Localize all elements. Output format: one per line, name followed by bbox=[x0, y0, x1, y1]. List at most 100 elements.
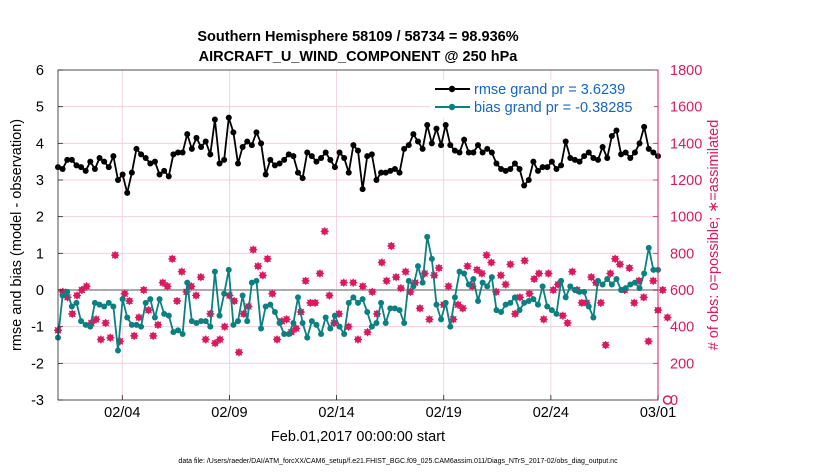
bias-point bbox=[521, 299, 528, 306]
obs-assimilated-marker bbox=[258, 271, 267, 280]
rmse-point bbox=[498, 166, 505, 172]
obs-assimilated-marker bbox=[444, 282, 453, 291]
rmse-point bbox=[650, 149, 657, 156]
bias-point bbox=[207, 323, 214, 330]
bias-point bbox=[470, 276, 477, 282]
tick-label-left: 4 bbox=[36, 136, 44, 152]
tick-label-right: 1400 bbox=[670, 136, 702, 152]
obs-assimilated-marker bbox=[434, 264, 443, 272]
bias-point bbox=[525, 298, 532, 304]
obs-assimilated-marker bbox=[249, 245, 258, 254]
rmse-point bbox=[428, 140, 435, 147]
tick-label-right: 800 bbox=[670, 246, 694, 262]
obs-assimilated-marker bbox=[68, 309, 77, 318]
obs-assimilated-marker bbox=[111, 251, 120, 260]
bias-point bbox=[101, 303, 108, 310]
rmse-point bbox=[350, 142, 357, 149]
rmse-point bbox=[59, 166, 66, 172]
rmse-point bbox=[401, 145, 408, 152]
rmse-point bbox=[124, 189, 131, 196]
bias-point bbox=[378, 299, 385, 306]
obs-assimilated-marker bbox=[396, 284, 405, 293]
bias-point bbox=[401, 320, 408, 326]
rmse-point bbox=[142, 155, 149, 161]
bias-point bbox=[544, 303, 551, 310]
obs-assimilated-marker bbox=[163, 282, 172, 291]
rmse-point bbox=[599, 144, 606, 150]
obs-assimilated-marker bbox=[658, 286, 667, 294]
obs-assimilated-marker bbox=[454, 300, 462, 309]
bias-point bbox=[627, 281, 634, 288]
obs-assimilated-marker bbox=[268, 289, 277, 298]
rmse-point bbox=[442, 122, 449, 128]
bias-point bbox=[428, 255, 435, 262]
tick-label-left: 1 bbox=[36, 246, 44, 262]
rmse-point bbox=[73, 162, 80, 169]
rmse-point bbox=[479, 149, 486, 156]
tick-label-x: 02/19 bbox=[426, 405, 462, 421]
bias-point bbox=[636, 285, 643, 292]
obs-assimilated-marker bbox=[425, 315, 434, 324]
bias-point bbox=[105, 299, 112, 306]
rmse-point bbox=[618, 151, 625, 158]
bias-point bbox=[285, 331, 292, 337]
bias-point bbox=[650, 266, 657, 273]
rmse-point bbox=[516, 166, 523, 172]
rmse-point bbox=[391, 166, 398, 172]
tick-label-right: 600 bbox=[670, 283, 694, 299]
rmse-point bbox=[128, 169, 135, 176]
tick-label-left: -1 bbox=[31, 320, 44, 336]
tick-label-left: -2 bbox=[31, 356, 44, 372]
rmse-point bbox=[576, 158, 583, 165]
bias-point bbox=[511, 294, 518, 301]
rmse-point bbox=[156, 171, 163, 178]
bias-point bbox=[318, 331, 325, 337]
tick-label-x: 02/14 bbox=[318, 405, 354, 421]
obs-assimilated-marker bbox=[644, 337, 653, 346]
x-axis-label: Feb.01,2017 00:00:00 start bbox=[271, 429, 445, 445]
bias-point bbox=[405, 277, 412, 284]
obs-assimilated-marker bbox=[134, 313, 143, 322]
legend-bias-marker bbox=[448, 103, 456, 111]
rmse-point bbox=[475, 142, 481, 149]
bias-point bbox=[313, 321, 320, 328]
tick-label-right: 1800 bbox=[670, 63, 702, 79]
bias-point bbox=[202, 318, 209, 325]
obs-assimilated-marker bbox=[639, 293, 648, 302]
bias-point bbox=[608, 281, 615, 288]
tick-label-right: 200 bbox=[670, 356, 694, 372]
obs-assimilated-marker bbox=[282, 315, 291, 324]
rmse-point bbox=[456, 149, 463, 156]
bias-point bbox=[484, 283, 491, 290]
bias-point bbox=[382, 320, 389, 326]
rmse-point bbox=[373, 177, 380, 183]
rmse-point bbox=[147, 160, 154, 167]
rmse-point bbox=[313, 158, 320, 165]
rmse-point bbox=[438, 142, 445, 149]
rmse-point bbox=[622, 149, 629, 156]
rmse-point bbox=[521, 182, 528, 189]
obs-assimilated-marker bbox=[273, 335, 282, 344]
rmse-point bbox=[133, 145, 140, 152]
obs-assimilated-marker bbox=[158, 278, 167, 287]
rmse-point bbox=[627, 155, 634, 161]
bias-point bbox=[535, 301, 541, 308]
rmse-point bbox=[165, 173, 172, 180]
rmse-point bbox=[558, 162, 565, 169]
obs-assimilated-marker bbox=[463, 262, 472, 271]
rmse-point bbox=[179, 149, 186, 156]
rmse-point bbox=[331, 164, 338, 171]
rmse-point bbox=[553, 166, 560, 172]
bias-point bbox=[119, 296, 126, 303]
rmse-point bbox=[336, 149, 343, 156]
bias-point bbox=[271, 309, 278, 315]
bias-point bbox=[244, 318, 251, 325]
bias-point bbox=[433, 301, 440, 308]
obs-assimilated-marker bbox=[520, 256, 529, 265]
bias-point bbox=[364, 309, 371, 315]
tick-label-right: 0 bbox=[670, 393, 678, 409]
bias-point bbox=[161, 310, 168, 317]
rmse-point bbox=[198, 144, 205, 150]
bias-point bbox=[230, 321, 237, 328]
